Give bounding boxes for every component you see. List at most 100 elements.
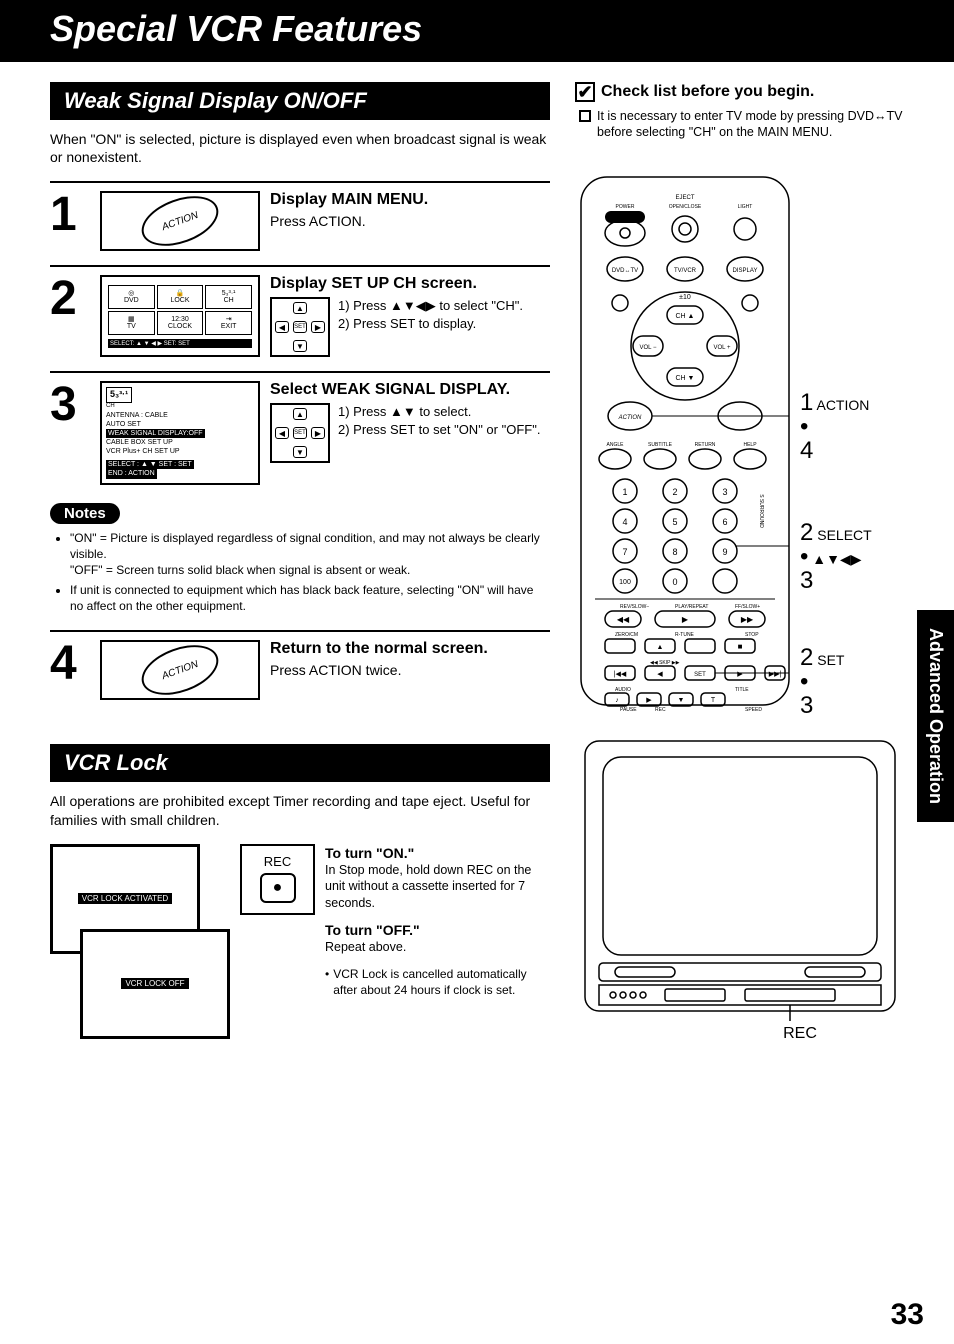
step-number: 3: [50, 381, 90, 484]
step-1-diagram: ACTION: [100, 191, 260, 251]
svg-text:8: 8: [672, 547, 677, 557]
dpad-diagram: ▲ ▼ ◀ ▶ SET: [270, 403, 330, 463]
svg-text:DISPLAY: DISPLAY: [733, 268, 758, 274]
svg-text:◀◀: ◀◀: [617, 615, 630, 624]
lock-screens: VCR LOCK ACTIVATED VCR LOCK OFF: [50, 844, 230, 1044]
action-icon: ACTION: [135, 636, 225, 705]
svg-text:EJECT: EJECT: [675, 195, 694, 201]
vcr-lock-header: VCR Lock: [50, 744, 550, 782]
callout-action: 1 ACTION • 4: [800, 391, 869, 463]
svg-text:HELP: HELP: [743, 442, 757, 448]
step-1: 1 ACTION Display MAIN MENU. Press ACTION…: [50, 181, 550, 265]
vcr-lock-intro: All operations are prohibited except Tim…: [50, 792, 550, 828]
svg-text:ANGLE: ANGLE: [607, 442, 625, 448]
lock-instructions: To turn "ON." In Stop mode, hold down RE…: [325, 844, 550, 1044]
content-area: Weak Signal Display ON/OFF When "ON" is …: [0, 62, 954, 1044]
svg-text:6: 6: [722, 517, 727, 527]
step-4-body: Press ACTION twice.: [270, 662, 550, 678]
lock-off-title: To turn "OFF.": [325, 921, 550, 939]
callout-set: 2 SET • 3: [800, 646, 844, 718]
svg-text:ZERO/CM: ZERO/CM: [615, 632, 638, 638]
note-item: If unit is connected to equipment which …: [70, 582, 550, 614]
svg-text:VOL +: VOL +: [714, 345, 731, 351]
svg-text:T: T: [711, 697, 716, 704]
svg-text:▲: ▲: [657, 644, 664, 651]
svg-text:▶: ▶: [737, 671, 743, 678]
remote-diagram: EJECT POWER OPEN/CLOSE LIGHT DVD↔TV TV/V…: [575, 171, 795, 711]
tv-rec-label: REC: [675, 1025, 925, 1043]
step-1-title: Display MAIN MENU.: [270, 191, 550, 209]
step-2-substeps: ▲ ▼ ◀ ▶ SET 1) Press ▲▼◀▶ to select "CH"…: [270, 297, 550, 357]
svg-text:◀: ◀: [657, 671, 663, 678]
step-3-title: Select WEAK SIGNAL DISPLAY.: [270, 381, 550, 399]
step-4-title: Return to the normal screen.: [270, 640, 550, 658]
svg-text:◀◀ SKIP ▶▶: ◀◀ SKIP ▶▶: [650, 660, 680, 666]
step-3-sub-text: 1) Press ▲▼ to select. 2) Press SET to s…: [338, 403, 550, 463]
svg-text:REV/SLOW−: REV/SLOW−: [620, 604, 649, 610]
notes-badge: Notes: [50, 503, 120, 524]
svg-text:9: 9: [722, 547, 727, 557]
main-menu-grid: ◎DVD 🔒LOCK 5₃³·¹CH ▦TV 12:30CLOCK ⇥EXIT: [108, 285, 252, 335]
checklist-text: It is necessary to enter TV mode by pres…: [597, 108, 925, 141]
rec-diagram: REC ●: [240, 844, 315, 1044]
svg-text:5: 5: [672, 517, 677, 527]
step-1-text: Display MAIN MENU. Press ACTION.: [270, 191, 550, 251]
step-2-diagram: ◎DVD 🔒LOCK 5₃³·¹CH ▦TV 12:30CLOCK ⇥EXIT …: [100, 275, 260, 357]
lock-off-label: VCR LOCK OFF: [121, 978, 188, 989]
svg-text:SUBTITLE: SUBTITLE: [648, 442, 673, 448]
action-icon: ACTION: [135, 187, 225, 256]
menu-cell-lock: 🔒LOCK: [157, 285, 204, 309]
svg-text:LIGHT: LIGHT: [738, 204, 753, 210]
svg-text:100: 100: [619, 579, 631, 586]
svg-text:DVD↔TV: DVD↔TV: [612, 268, 638, 274]
svg-text:TITLE: TITLE: [735, 687, 749, 693]
svg-text:▶▶|: ▶▶|: [769, 671, 782, 678]
lock-on-body: In Stop mode, hold down REC on the unit …: [325, 862, 550, 911]
step-number: 4: [50, 640, 90, 700]
step-4-diagram: ACTION: [100, 640, 260, 700]
step-2-title: Display SET UP CH screen.: [270, 275, 550, 293]
svg-text:▼: ▼: [678, 697, 685, 704]
svg-text:■: ■: [738, 642, 743, 651]
svg-text:PLAY/REPEAT: PLAY/REPEAT: [675, 604, 708, 610]
menu-cell-dvd: ◎DVD: [108, 285, 155, 309]
dpad-diagram: ▲ ▼ ◀ ▶ SET: [270, 297, 330, 357]
step-number: 2: [50, 275, 90, 357]
tv-diagram: REC: [575, 731, 925, 1043]
svg-text:VOL −: VOL −: [640, 345, 657, 351]
side-tab: Advanced Operation: [917, 610, 954, 822]
svg-text:REC: REC: [655, 707, 666, 711]
svg-text:FF/SLOW+: FF/SLOW+: [735, 604, 760, 610]
svg-text:CH ▲: CH ▲: [676, 313, 695, 320]
svg-text:S SURROUND: S SURROUND: [758, 494, 764, 528]
page-number: 33: [891, 1298, 924, 1332]
weak-signal-header: Weak Signal Display ON/OFF: [50, 82, 550, 120]
svg-text:1: 1: [622, 487, 627, 497]
svg-text:7: 7: [622, 547, 627, 557]
step-number: 1: [50, 191, 90, 251]
right-column: ✔ Check list before you begin. It is nec…: [575, 82, 925, 1044]
page-title: Special VCR Features: [0, 0, 954, 62]
notes-section: Notes "ON" = Picture is displayed regard…: [50, 499, 550, 615]
svg-text:POWER: POWER: [616, 204, 635, 210]
rec-button-icon: ●: [260, 873, 296, 903]
svg-text:4: 4: [622, 517, 627, 527]
svg-text:STOP: STOP: [745, 632, 759, 638]
callout-select: 2 SELECT • ▲▼◀▶ 3: [800, 521, 872, 593]
menu-footer: SELECT: ▲ ▼ ◀ ▶ SET: SET: [108, 339, 252, 348]
svg-text:SET: SET: [694, 672, 706, 678]
svg-text:2: 2: [672, 487, 677, 497]
left-column: Weak Signal Display ON/OFF When "ON" is …: [50, 82, 550, 1044]
svg-text:±10: ±10: [679, 294, 691, 301]
svg-text:OPEN/CLOSE: OPEN/CLOSE: [669, 204, 702, 210]
svg-text:0: 0: [672, 577, 677, 587]
step-2-sub1: 1) Press ▲▼◀▶ to select "CH".: [338, 297, 550, 315]
svg-text:CH ▼: CH ▼: [676, 375, 695, 382]
step-1-body: Press ACTION.: [270, 213, 550, 229]
checklist-item: It is necessary to enter TV mode by pres…: [575, 108, 925, 141]
step-2-sub2: 2) Press SET to display.: [338, 315, 550, 333]
svg-text:SPEED: SPEED: [745, 707, 762, 711]
svg-text:▶: ▶: [682, 615, 689, 624]
svg-text:TV/VCR: TV/VCR: [674, 268, 697, 274]
svg-text:3: 3: [722, 487, 727, 497]
